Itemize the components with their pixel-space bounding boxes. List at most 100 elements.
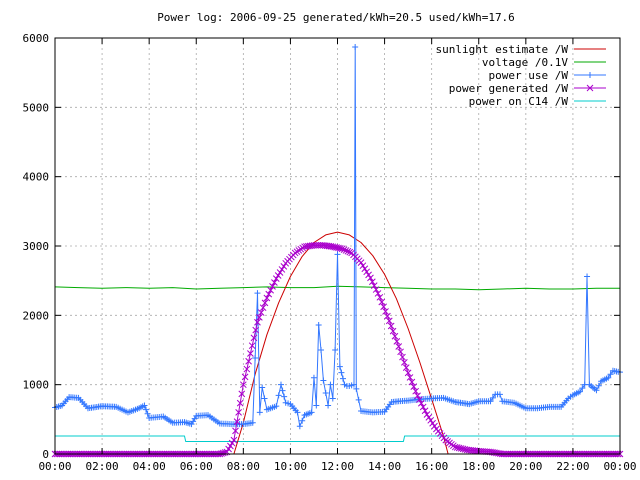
data-point-x — [225, 445, 232, 453]
data-point-x — [261, 299, 269, 307]
data-point-plus — [279, 387, 286, 394]
data-point-x — [280, 263, 288, 270]
data-point-x — [361, 265, 369, 273]
x-tick-label: 00:00 — [603, 460, 636, 473]
data-point-x — [421, 407, 429, 415]
data-point-plus — [249, 419, 256, 426]
data-point-plus — [143, 406, 150, 413]
data-point-plus — [593, 387, 600, 394]
legend-label: power on C14 /W — [469, 95, 569, 108]
data-point-plus — [313, 402, 320, 409]
data-point-x — [252, 326, 260, 334]
data-point-plus — [144, 410, 151, 417]
data-point-x — [230, 436, 238, 444]
data-point-x — [228, 439, 236, 447]
chart-title: Power log: 2006-09-25 generated/kWh=20.5… — [157, 11, 515, 24]
data-point-x — [265, 290, 273, 298]
data-point-x — [427, 416, 435, 424]
x-tick-label: 10:00 — [274, 460, 307, 473]
data-point-plus — [322, 389, 329, 396]
legend-marker — [586, 84, 594, 92]
data-point-plus — [350, 381, 357, 388]
y-tick-label: 1000 — [23, 379, 50, 392]
data-point-x — [385, 317, 393, 325]
x-tick-label: 20:00 — [509, 460, 542, 473]
data-point-x — [227, 442, 234, 450]
data-point-x — [378, 298, 386, 306]
series-layer — [51, 44, 624, 458]
data-point-plus — [294, 409, 301, 416]
data-point-x — [406, 374, 414, 381]
data-point-x — [259, 304, 267, 312]
data-point-x — [336, 245, 344, 252]
data-point-x — [431, 422, 438, 430]
data-point-x — [247, 350, 254, 357]
series-line-0 — [55, 231, 620, 455]
data-point-x — [404, 369, 412, 377]
data-point-x — [235, 409, 242, 416]
data-point-plus — [339, 375, 346, 382]
data-point-plus — [579, 385, 586, 392]
y-tick-label: 4000 — [23, 171, 50, 184]
data-point-plus — [318, 347, 325, 353]
data-point-x — [389, 327, 397, 335]
x-tick-label: 12:00 — [321, 460, 354, 473]
data-point-x — [391, 332, 399, 340]
data-point-x — [401, 358, 408, 366]
data-point-plus — [275, 392, 282, 399]
x-tick-label: 06:00 — [180, 460, 213, 473]
data-point-x — [241, 373, 249, 381]
data-point-x — [357, 259, 365, 266]
data-point-x — [416, 396, 423, 403]
data-point-x — [342, 247, 350, 254]
data-point-x — [402, 364, 410, 371]
y-tick-label: 6000 — [23, 32, 50, 45]
x-tick-label: 16:00 — [415, 460, 448, 473]
data-point-x — [414, 392, 421, 400]
data-point-plus — [595, 382, 602, 389]
data-point-x — [278, 266, 286, 273]
data-point-x — [423, 411, 431, 418]
data-point-plus — [338, 369, 345, 376]
data-point-x — [395, 343, 403, 350]
legend-label: voltage /0.1V — [482, 56, 568, 69]
legend-label: power use /W — [489, 69, 569, 82]
data-point-x — [429, 419, 436, 427]
data-point-x — [255, 314, 263, 321]
data-point-x — [419, 403, 427, 411]
data-point-plus — [299, 417, 306, 424]
series-markers-2 — [52, 44, 623, 430]
legend-label: sunlight estimate /W — [436, 43, 569, 56]
data-point-x — [276, 269, 284, 276]
data-point-plus — [254, 290, 261, 297]
data-point-plus — [325, 402, 332, 409]
data-point-plus — [352, 44, 359, 51]
data-point-plus — [355, 396, 362, 403]
data-point-x — [263, 294, 271, 302]
data-point-plus — [327, 381, 334, 388]
data-point-x — [380, 303, 387, 311]
data-point-x — [248, 342, 256, 350]
data-point-x — [243, 365, 251, 373]
data-point-x — [238, 390, 246, 398]
data-point-x — [455, 444, 463, 452]
data-point-plus — [353, 385, 360, 392]
data-point-plus — [296, 423, 303, 430]
data-point-x — [384, 312, 391, 320]
data-point-x — [451, 443, 459, 451]
data-point-plus — [584, 273, 591, 280]
data-point-plus — [256, 409, 263, 416]
series-line-1 — [54, 285, 620, 291]
data-point-x — [272, 275, 280, 282]
data-point-plus — [329, 395, 336, 402]
data-point-x — [372, 286, 380, 293]
data-point-plus — [273, 403, 280, 410]
data-point-x — [359, 262, 367, 270]
data-point-plus — [496, 391, 503, 398]
data-point-plus — [259, 384, 266, 391]
data-point-x — [457, 445, 465, 452]
y-tick-label: 5000 — [23, 101, 50, 114]
data-point-x — [239, 381, 247, 389]
data-point-plus — [576, 388, 583, 395]
